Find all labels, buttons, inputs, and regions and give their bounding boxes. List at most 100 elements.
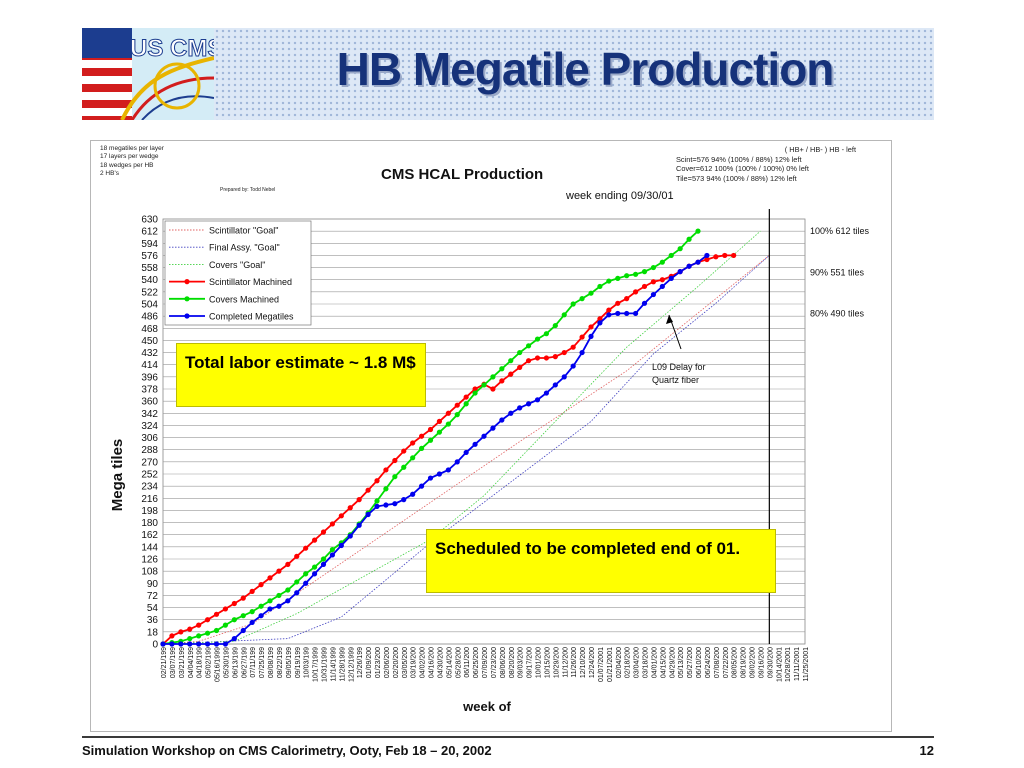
legend-box bbox=[164, 220, 312, 326]
legend-marker bbox=[184, 296, 190, 302]
data-point bbox=[320, 529, 327, 535]
data-point bbox=[276, 568, 282, 574]
goal-lines bbox=[162, 230, 770, 645]
data-point bbox=[267, 598, 273, 604]
x-tick-label: 11/26/200 bbox=[571, 647, 578, 678]
data-point bbox=[383, 502, 389, 508]
data-point bbox=[650, 291, 657, 298]
x-tick-label: 07/25/199 bbox=[259, 647, 266, 678]
data-point bbox=[418, 445, 425, 451]
data-series bbox=[160, 228, 737, 647]
data-point bbox=[481, 433, 487, 439]
data-point bbox=[374, 503, 380, 509]
legend-label: Covers Machined bbox=[209, 294, 279, 304]
data-point bbox=[338, 513, 344, 519]
production-chart: CMS HCAL Production week ending 09/30/01… bbox=[109, 166, 870, 714]
data-point bbox=[517, 405, 523, 411]
y-tick-label: 504 bbox=[141, 300, 158, 311]
y-tick-label: 162 bbox=[141, 530, 158, 541]
data-point bbox=[632, 289, 639, 295]
y-tick-label: 288 bbox=[141, 445, 158, 456]
data-point bbox=[392, 474, 398, 480]
data-point bbox=[303, 545, 309, 551]
legend-label: Final Assy. "Goal" bbox=[209, 243, 280, 253]
data-point bbox=[418, 433, 425, 439]
data-point bbox=[356, 522, 362, 528]
x-tick-label: 04/30/200 bbox=[437, 647, 444, 678]
x-tick-label: 02/21/199 bbox=[161, 647, 168, 678]
y-tick-label: 432 bbox=[141, 348, 158, 359]
data-point bbox=[329, 546, 336, 553]
data-point bbox=[311, 564, 318, 570]
data-point bbox=[383, 467, 389, 473]
data-point bbox=[632, 310, 639, 317]
data-point bbox=[624, 310, 630, 317]
data-point bbox=[579, 296, 585, 302]
goal-line bbox=[162, 255, 770, 645]
x-tick-label: 01/23/200 bbox=[375, 647, 382, 678]
x-tick-label: 03/19/200 bbox=[411, 647, 418, 678]
data-point bbox=[418, 483, 425, 489]
data-point bbox=[160, 641, 166, 647]
legend-label: Scintillator Machined bbox=[209, 277, 292, 287]
x-tick-label: 01/07/2001 bbox=[598, 647, 605, 682]
data-point bbox=[356, 497, 362, 503]
y-tick-label: 90 bbox=[147, 579, 159, 590]
note-line: 18 megatiles per layer bbox=[100, 145, 164, 152]
data-point bbox=[427, 426, 434, 433]
data-point bbox=[713, 254, 719, 260]
data-point bbox=[294, 553, 300, 559]
x-tick-label: 04/18/199 bbox=[197, 647, 204, 678]
data-point bbox=[472, 441, 478, 447]
data-point bbox=[365, 487, 371, 493]
data-point bbox=[401, 464, 407, 470]
data-point bbox=[543, 355, 550, 361]
data-point bbox=[347, 505, 353, 511]
data-point bbox=[472, 390, 478, 396]
header-band bbox=[82, 28, 934, 120]
data-point bbox=[213, 611, 220, 617]
data-point bbox=[427, 475, 434, 481]
data-point bbox=[374, 478, 380, 484]
legend-label: Completed Megatiles bbox=[209, 312, 294, 322]
data-point bbox=[196, 641, 202, 647]
data-point bbox=[686, 263, 692, 269]
data-point bbox=[552, 382, 558, 388]
data-point bbox=[525, 401, 532, 407]
data-point bbox=[392, 457, 398, 464]
data-point bbox=[276, 603, 282, 609]
data-point bbox=[481, 382, 487, 388]
x-tick-label: 07/11/199 bbox=[250, 647, 257, 678]
data-point bbox=[401, 497, 407, 503]
data-point bbox=[204, 641, 211, 647]
x-tick-label: 11/14/1999 bbox=[330, 647, 337, 682]
data-point bbox=[454, 459, 460, 465]
footer-rule bbox=[82, 736, 934, 738]
data-point bbox=[401, 448, 407, 454]
reference-labels: 100% 612 tiles 90% 551 tiles 80% 490 tiles bbox=[810, 226, 870, 318]
x-tick-label: 04/01/200 bbox=[651, 647, 658, 678]
note-line: 2 HB's bbox=[100, 170, 119, 178]
data-point bbox=[615, 300, 621, 306]
data-point bbox=[410, 455, 416, 461]
x-tick-label: 10/14/2001 bbox=[776, 647, 783, 682]
y-tick-label: 612 bbox=[141, 227, 158, 238]
x-tick-label: 10/01/200 bbox=[536, 647, 543, 678]
x-tick-label: 07/22/200 bbox=[723, 647, 730, 678]
data-point bbox=[258, 603, 264, 609]
x-tick-label: 07/09/200 bbox=[482, 647, 489, 678]
x-tick-label: 06/13/199 bbox=[232, 647, 239, 678]
x-tick-label: 09/05/199 bbox=[286, 647, 293, 678]
reference-label: 100% 612 tiles bbox=[810, 226, 870, 236]
data-point bbox=[499, 378, 505, 384]
data-point bbox=[204, 617, 211, 623]
data-point bbox=[374, 498, 380, 504]
data-point bbox=[204, 630, 211, 636]
y-tick-label: 342 bbox=[141, 409, 158, 420]
x-tick-label: 02/18/200 bbox=[625, 647, 632, 678]
data-point bbox=[517, 349, 523, 356]
y-tick-label: 576 bbox=[141, 251, 158, 262]
us-cms-logo: US CMS bbox=[82, 28, 214, 120]
data-point bbox=[499, 366, 505, 372]
data-point bbox=[624, 296, 630, 302]
